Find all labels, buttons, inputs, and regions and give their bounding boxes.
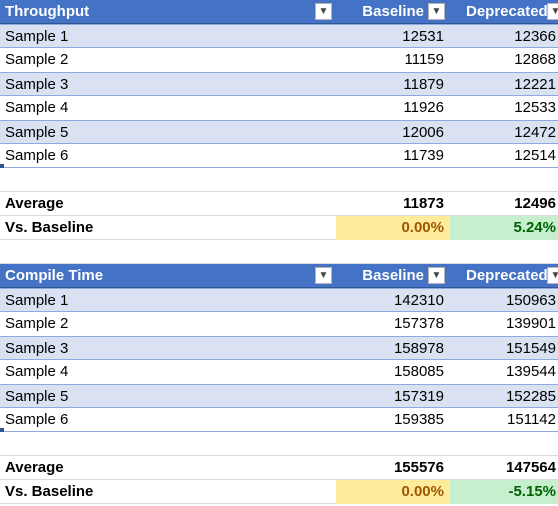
baseline-value[interactable]: 157319 bbox=[393, 388, 444, 405]
baseline-value[interactable]: 158085 bbox=[393, 363, 444, 380]
vs-baseline-row[interactable]: Vs. Baseline 0.00% -5.15% bbox=[0, 480, 558, 504]
table-row[interactable]: Sample 3 11879 12221 bbox=[0, 72, 558, 96]
header-cell-deprecated[interactable]: Deprecated ▼ bbox=[450, 264, 558, 288]
baseline-value[interactable]: 158978 bbox=[393, 340, 444, 357]
header-cell-metric[interactable]: Compile Time ▼ bbox=[0, 264, 336, 288]
header-label: Baseline bbox=[362, 3, 424, 20]
deprecated-value[interactable]: 139544 bbox=[505, 363, 556, 380]
vs-baseline-row[interactable]: Vs. Baseline 0.00% 5.24% bbox=[0, 216, 558, 240]
row-label[interactable]: Sample 4 bbox=[5, 99, 69, 116]
table-row[interactable]: Sample 6 11739 12514 bbox=[0, 144, 558, 168]
baseline-value[interactable]: 12006 bbox=[402, 124, 444, 141]
empty-row[interactable] bbox=[0, 240, 558, 264]
table-row[interactable]: Sample 1 12531 12366 bbox=[0, 24, 558, 48]
filter-dropdown-icon[interactable]: ▼ bbox=[315, 3, 332, 20]
header-cell-baseline[interactable]: Baseline ▼ bbox=[336, 0, 450, 24]
average-deprecated[interactable]: 147564 bbox=[505, 459, 556, 476]
average-baseline[interactable]: 11873 bbox=[403, 195, 444, 212]
vs-baseline-baseline[interactable]: 0.00% bbox=[336, 480, 450, 504]
row-label[interactable]: Sample 1 bbox=[5, 292, 69, 309]
deprecated-value[interactable]: 139901 bbox=[505, 315, 556, 332]
row-label[interactable]: Sample 3 bbox=[5, 76, 69, 93]
baseline-value[interactable]: 11159 bbox=[404, 51, 445, 68]
filter-dropdown-icon[interactable]: ▼ bbox=[428, 3, 445, 20]
table-row[interactable]: Sample 5 12006 12472 bbox=[0, 120, 558, 144]
average-label[interactable]: Average bbox=[5, 459, 64, 476]
row-label[interactable]: Sample 3 bbox=[5, 340, 69, 357]
baseline-value[interactable]: 12531 bbox=[402, 28, 444, 45]
table-row[interactable]: Sample 2 11159 12868 bbox=[0, 48, 558, 72]
row-label[interactable]: Sample 4 bbox=[5, 363, 69, 380]
empty-row[interactable] bbox=[0, 168, 558, 192]
table-row[interactable]: Sample 4 11926 12533 bbox=[0, 96, 558, 120]
average-row[interactable]: Average 11873 12496 bbox=[0, 192, 558, 216]
table-row[interactable]: Sample 4 158085 139544 bbox=[0, 360, 558, 384]
deprecated-value[interactable]: 12514 bbox=[514, 147, 556, 164]
header-label: Deprecated bbox=[466, 3, 548, 20]
vs-baseline-deprecated[interactable]: -5.15% bbox=[450, 480, 558, 504]
vs-baseline-label[interactable]: Vs. Baseline bbox=[5, 483, 94, 500]
baseline-value[interactable]: 157378 bbox=[393, 315, 444, 332]
baseline-value[interactable]: 142310 bbox=[393, 292, 444, 309]
filter-dropdown-icon[interactable]: ▼ bbox=[547, 267, 558, 284]
table-row[interactable]: Sample 3 158978 151549 bbox=[0, 336, 558, 360]
header-label: Throughput bbox=[5, 3, 90, 20]
header-cell-metric[interactable]: Throughput ▼ bbox=[0, 0, 336, 24]
filter-dropdown-icon[interactable]: ▼ bbox=[428, 267, 445, 284]
baseline-value[interactable]: 159385 bbox=[393, 411, 444, 428]
table-header-row: Throughput ▼ Baseline ▼ Deprecated ▼ bbox=[0, 0, 558, 24]
row-label[interactable]: Sample 6 bbox=[5, 411, 69, 428]
header-label: Compile Time bbox=[5, 267, 104, 284]
row-label[interactable]: Sample 5 bbox=[5, 388, 69, 405]
filter-dropdown-icon[interactable]: ▼ bbox=[547, 3, 558, 20]
filter-dropdown-icon[interactable]: ▼ bbox=[315, 267, 332, 284]
deprecated-value[interactable]: 12533 bbox=[514, 99, 556, 116]
baseline-value[interactable]: 11879 bbox=[403, 76, 444, 93]
vs-baseline-label[interactable]: Vs. Baseline bbox=[5, 219, 94, 236]
deprecated-value[interactable]: 12868 bbox=[514, 51, 556, 68]
deprecated-value[interactable]: 12366 bbox=[514, 28, 556, 45]
row-label[interactable]: Sample 2 bbox=[5, 315, 69, 332]
table-row[interactable]: Sample 6 159385 151142 bbox=[0, 408, 558, 432]
table-header-row: Compile Time ▼ Baseline ▼ Deprecated ▼ bbox=[0, 264, 558, 288]
average-row[interactable]: Average 155576 147564 bbox=[0, 456, 558, 480]
average-label[interactable]: Average bbox=[5, 195, 64, 212]
table-resize-handle[interactable] bbox=[0, 428, 4, 432]
deprecated-value[interactable]: 12221 bbox=[514, 76, 556, 93]
row-label[interactable]: Sample 6 bbox=[5, 147, 69, 164]
vs-baseline-deprecated[interactable]: 5.24% bbox=[450, 216, 558, 240]
table-row[interactable]: Sample 1 142310 150963 bbox=[0, 288, 558, 312]
table-resize-handle[interactable] bbox=[0, 164, 4, 168]
table-row[interactable]: Sample 2 157378 139901 bbox=[0, 312, 558, 336]
baseline-value[interactable]: 11926 bbox=[403, 99, 444, 116]
deprecated-value[interactable]: 150963 bbox=[505, 292, 556, 309]
deprecated-value[interactable]: 152285 bbox=[505, 388, 556, 405]
row-label[interactable]: Sample 2 bbox=[5, 51, 69, 68]
table-row[interactable]: Sample 5 157319 152285 bbox=[0, 384, 558, 408]
average-deprecated[interactable]: 12496 bbox=[514, 195, 556, 212]
header-cell-deprecated[interactable]: Deprecated ▼ bbox=[450, 0, 558, 24]
vs-baseline-baseline[interactable]: 0.00% bbox=[336, 216, 450, 240]
header-label: Baseline bbox=[362, 267, 424, 284]
header-cell-baseline[interactable]: Baseline ▼ bbox=[336, 264, 450, 288]
deprecated-value[interactable]: 12472 bbox=[514, 124, 556, 141]
empty-row[interactable] bbox=[0, 432, 558, 456]
row-label[interactable]: Sample 5 bbox=[5, 124, 69, 141]
average-baseline[interactable]: 155576 bbox=[393, 459, 444, 476]
deprecated-value[interactable]: 151142 bbox=[507, 411, 556, 428]
header-label: Deprecated bbox=[466, 267, 548, 284]
deprecated-value[interactable]: 151549 bbox=[505, 340, 556, 357]
baseline-value[interactable]: 11739 bbox=[403, 147, 444, 164]
row-label[interactable]: Sample 1 bbox=[5, 28, 69, 45]
